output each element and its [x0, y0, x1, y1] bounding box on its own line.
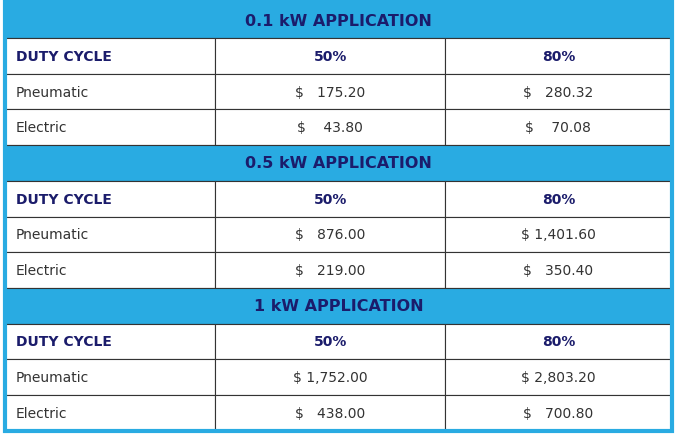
Bar	[5, 324, 215, 359]
Bar	[5, 3, 672, 39]
Text: $   876.00: $ 876.00	[295, 228, 366, 242]
Bar	[445, 181, 672, 217]
Text: Electric: Electric	[16, 121, 67, 135]
Text: Pneumatic: Pneumatic	[16, 85, 89, 99]
Bar	[5, 75, 215, 110]
Bar	[445, 75, 672, 110]
Bar	[5, 395, 215, 431]
Text: 50%: 50%	[313, 192, 347, 206]
Text: 0.1 kW APPLICATION: 0.1 kW APPLICATION	[245, 14, 432, 29]
Text: $   219.00: $ 219.00	[295, 263, 366, 277]
Bar	[215, 359, 445, 395]
Bar	[215, 395, 445, 431]
Text: $ 1,401.60: $ 1,401.60	[521, 228, 596, 242]
Text: 80%: 80%	[542, 192, 575, 206]
Text: $   438.00: $ 438.00	[295, 406, 366, 420]
Bar	[445, 110, 672, 146]
Bar	[445, 217, 672, 253]
Bar	[445, 395, 672, 431]
Text: DUTY CYCLE: DUTY CYCLE	[16, 50, 112, 64]
Text: $ 2,803.20: $ 2,803.20	[521, 370, 596, 384]
Bar	[5, 181, 215, 217]
Text: DUTY CYCLE: DUTY CYCLE	[16, 335, 112, 349]
Bar	[5, 110, 215, 146]
Bar	[215, 324, 445, 359]
Text: Electric: Electric	[16, 406, 67, 420]
Bar	[215, 39, 445, 75]
Bar	[5, 217, 215, 253]
Text: Electric: Electric	[16, 263, 67, 277]
Text: 80%: 80%	[542, 50, 575, 64]
Bar	[215, 110, 445, 146]
Text: 1 kW APPLICATION: 1 kW APPLICATION	[254, 299, 423, 313]
Text: $   350.40: $ 350.40	[523, 263, 594, 277]
Bar	[215, 253, 445, 288]
Text: $   700.80: $ 700.80	[523, 406, 594, 420]
Bar	[5, 146, 672, 181]
Bar	[445, 324, 672, 359]
Bar	[445, 39, 672, 75]
Text: $    70.08: $ 70.08	[525, 121, 591, 135]
Bar	[445, 359, 672, 395]
Bar	[5, 288, 672, 324]
Text: $   280.32: $ 280.32	[523, 85, 594, 99]
Text: Pneumatic: Pneumatic	[16, 228, 89, 242]
Text: Pneumatic: Pneumatic	[16, 370, 89, 384]
Bar	[215, 217, 445, 253]
Text: 0.5 kW APPLICATION: 0.5 kW APPLICATION	[245, 156, 432, 171]
Bar	[5, 39, 215, 75]
Bar	[215, 181, 445, 217]
Bar	[5, 253, 215, 288]
Text: DUTY CYCLE: DUTY CYCLE	[16, 192, 112, 206]
Bar	[215, 75, 445, 110]
Bar	[445, 253, 672, 288]
Text: 50%: 50%	[313, 335, 347, 349]
Text: 80%: 80%	[542, 335, 575, 349]
Text: $ 1,752.00: $ 1,752.00	[293, 370, 368, 384]
Bar	[5, 359, 215, 395]
Text: $   175.20: $ 175.20	[295, 85, 366, 99]
Text: 50%: 50%	[313, 50, 347, 64]
Text: $    43.80: $ 43.80	[297, 121, 363, 135]
